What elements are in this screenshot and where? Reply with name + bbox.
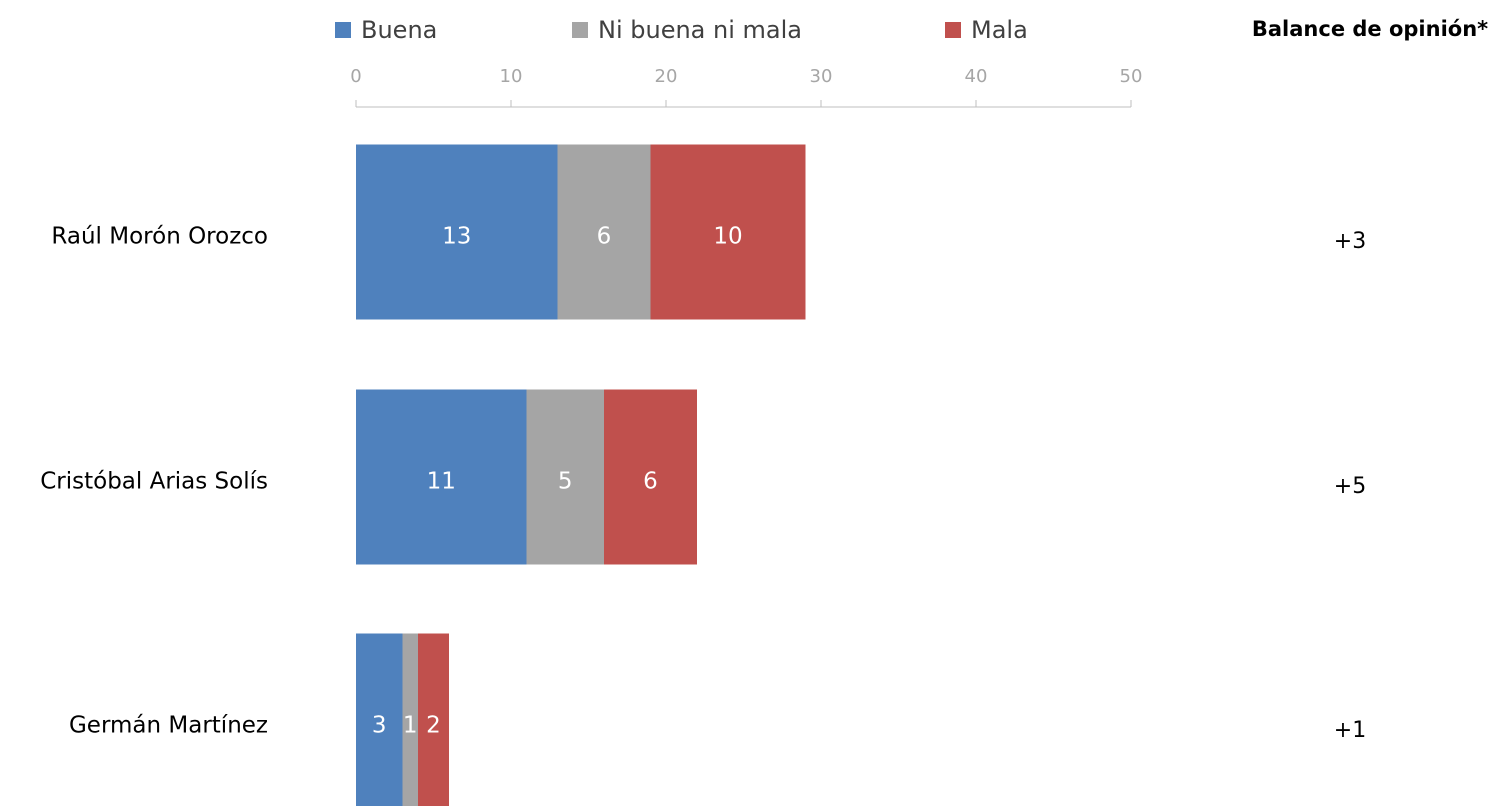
balance-label: +5 (1334, 474, 1366, 499)
balance-label: +1 (1334, 718, 1366, 743)
data-label: 13 (442, 224, 471, 250)
data-label: 6 (643, 469, 658, 495)
legend-label: Mala (971, 16, 1028, 44)
bar-segment (356, 633, 403, 806)
bar-segment (418, 633, 449, 806)
data-label: 1 (403, 713, 418, 739)
bar-segment (557, 144, 651, 320)
balance-label: +3 (1334, 229, 1366, 254)
data-label: 5 (558, 469, 573, 495)
data-label: 11 (427, 469, 456, 495)
legend-swatch (335, 22, 351, 38)
category-label: Raúl Morón Orozco (51, 224, 268, 250)
x-tick-label: 0 (350, 66, 361, 87)
bar-segment (356, 389, 527, 565)
data-label: 2 (426, 713, 441, 739)
data-label: 6 (597, 224, 612, 250)
x-tick-label: 30 (810, 66, 833, 87)
legend-label: Buena (361, 16, 437, 44)
category-label: Germán Martínez (69, 713, 268, 739)
balance-title: Balance de opinión* (1252, 17, 1488, 41)
bar-segment (604, 389, 697, 565)
legend-label: Ni buena ni mala (598, 16, 802, 44)
bar-segment (650, 144, 806, 320)
x-tick-label: 20 (655, 66, 678, 87)
bar-segment (526, 389, 604, 565)
x-tick-label: 50 (1120, 66, 1143, 87)
data-label: 10 (713, 224, 742, 250)
x-tick-label: 10 (500, 66, 523, 87)
legend-swatch (572, 22, 588, 38)
category-label: Cristóbal Arias Solís (40, 469, 268, 495)
data-label: 3 (372, 713, 387, 739)
x-tick-label: 40 (965, 66, 988, 87)
legend-swatch (945, 22, 961, 38)
bar-segment (356, 144, 558, 320)
bar-segment (402, 633, 418, 806)
